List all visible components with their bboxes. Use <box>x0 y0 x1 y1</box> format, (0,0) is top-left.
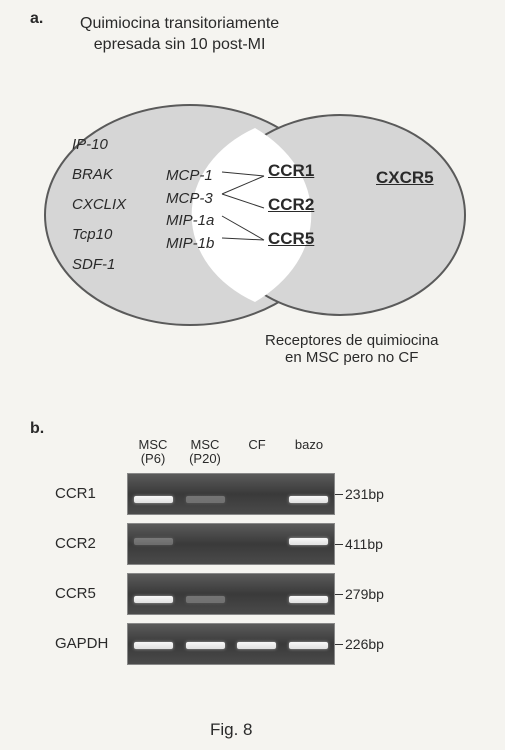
gel-lane <box>128 624 180 664</box>
bp-text: 231bp <box>345 486 384 502</box>
gel-band <box>186 496 225 503</box>
gel-lane <box>231 524 283 564</box>
bottom-caption-line-2: en MSC pero no CF <box>285 349 418 366</box>
panel-a-title: Quimiocina transitoriamente epresada sin… <box>80 14 279 56</box>
receptor-ccr2: CCR2 <box>268 188 314 222</box>
gel-image <box>127 523 335 565</box>
gel-lane <box>180 474 232 514</box>
lane-header-3: bazo <box>283 438 335 467</box>
chemokine-sdf1: SDF-1 <box>72 250 126 280</box>
gel-row-label: CCR5 <box>55 585 127 602</box>
gel-band <box>134 496 173 503</box>
gel-rows: CCR1 231bp CCR2 411bp CCR5 279bp GAPDH 226bp <box>55 473 455 665</box>
gel-row-label: CCR1 <box>55 485 127 502</box>
gel-lane <box>180 524 232 564</box>
bp-text: 411bp <box>345 536 383 552</box>
gel-row-ccr2: CCR2 411bp <box>55 523 455 565</box>
left-chemokine-list: IP-10 BRAK CXCLIX Tcp10 SDF-1 <box>72 130 126 280</box>
bp-text: 226bp <box>345 636 384 652</box>
gel-row-gapdh: GAPDH 226bp <box>55 623 455 665</box>
gel-lane <box>283 574 335 614</box>
venn-diagram: IP-10 BRAK CXCLIX Tcp10 SDF-1 MCP-1 MCP-… <box>40 100 470 330</box>
gel-band <box>134 642 173 649</box>
lane-header-1-l1: MSC <box>191 437 220 452</box>
gel-band <box>134 538 173 545</box>
bp-label: 231bp <box>345 486 384 502</box>
receptor-list: CCR1 CCR2 CCR5 <box>268 154 314 256</box>
gel-row-label: CCR2 <box>55 535 127 552</box>
tick-mark <box>335 544 343 545</box>
gel-band <box>289 496 328 503</box>
lane-header-3-l1: bazo <box>295 437 323 452</box>
gel-band <box>289 538 328 545</box>
lane-header-1-l2: (P20) <box>189 451 221 466</box>
receptor-ccr1: CCR1 <box>268 154 314 188</box>
tick-mark <box>335 644 343 645</box>
gel-row-ccr5: CCR5 279bp <box>55 573 455 615</box>
mid-chemokine-list: MCP-1 MCP-3 MIP-1a MIP-1b <box>166 165 214 255</box>
tick-mark <box>335 594 343 595</box>
chemokine-mip1a: MIP-1a <box>166 210 214 233</box>
bp-text: 279bp <box>345 586 384 602</box>
gel-image <box>127 623 335 665</box>
receptor-ccr5: CCR5 <box>268 222 314 256</box>
lane-header-2: CF <box>231 438 283 467</box>
bottom-caption-line-1: Receptores de quimiocina <box>265 332 438 349</box>
panel-b-label: b. <box>30 420 44 438</box>
chemokine-brak: BRAK <box>72 160 126 190</box>
gel-lane <box>231 474 283 514</box>
title-line-2: epresada sin 10 post-MI <box>94 36 266 53</box>
gel-image <box>127 473 335 515</box>
figure-caption: Fig. 8 <box>210 720 253 740</box>
gel-lane <box>128 524 180 564</box>
chemokine-mcp3: MCP-3 <box>166 188 214 211</box>
gel-row-ccr1: CCR1 231bp <box>55 473 455 515</box>
chemokine-mip1b: MIP-1b <box>166 233 214 256</box>
bp-label: 411bp <box>345 536 383 552</box>
gel-lane <box>231 624 283 664</box>
lane-header-1: MSC (P20) <box>179 438 231 467</box>
gel-band <box>289 596 328 603</box>
gel-band <box>186 596 225 603</box>
gel-lane <box>283 524 335 564</box>
gel-panel: MSC (P6) MSC (P20) CF bazo CCR1 231bp CCR2… <box>55 438 455 673</box>
lane-header-2-l1: CF <box>248 437 265 452</box>
gel-lane <box>231 574 283 614</box>
gel-lane <box>128 474 180 514</box>
gel-band <box>237 642 276 649</box>
chemokine-ip10: IP-10 <box>72 130 126 160</box>
gel-lane <box>180 624 232 664</box>
gel-lane <box>180 574 232 614</box>
gel-band <box>289 642 328 649</box>
receptor-cxcr5: CXCR5 <box>376 168 434 188</box>
gel-image <box>127 573 335 615</box>
gel-lane-headers: MSC (P6) MSC (P20) CF bazo <box>127 438 455 467</box>
gel-lane <box>283 624 335 664</box>
chemokine-tcp10: Tcp10 <box>72 220 126 250</box>
gel-lane <box>283 474 335 514</box>
chemokine-cxclix: CXCLIX <box>72 190 126 220</box>
gel-lane <box>128 574 180 614</box>
lane-header-0-l1: MSC <box>139 437 168 452</box>
title-line-1: Quimiocina transitoriamente <box>80 15 279 32</box>
gel-row-label: GAPDH <box>55 635 127 652</box>
tick-mark <box>335 494 343 495</box>
bp-label: 279bp <box>345 586 384 602</box>
lane-header-0-l2: (P6) <box>141 451 166 466</box>
bp-label: 226bp <box>345 636 384 652</box>
gel-band <box>186 642 225 649</box>
panel-a-label: a. <box>30 10 43 28</box>
panel-a-bottom-caption: Receptores de quimiocina en MSC pero no … <box>265 332 438 366</box>
gel-band <box>134 596 173 603</box>
chemokine-mcp1: MCP-1 <box>166 165 214 188</box>
lane-header-0: MSC (P6) <box>127 438 179 467</box>
